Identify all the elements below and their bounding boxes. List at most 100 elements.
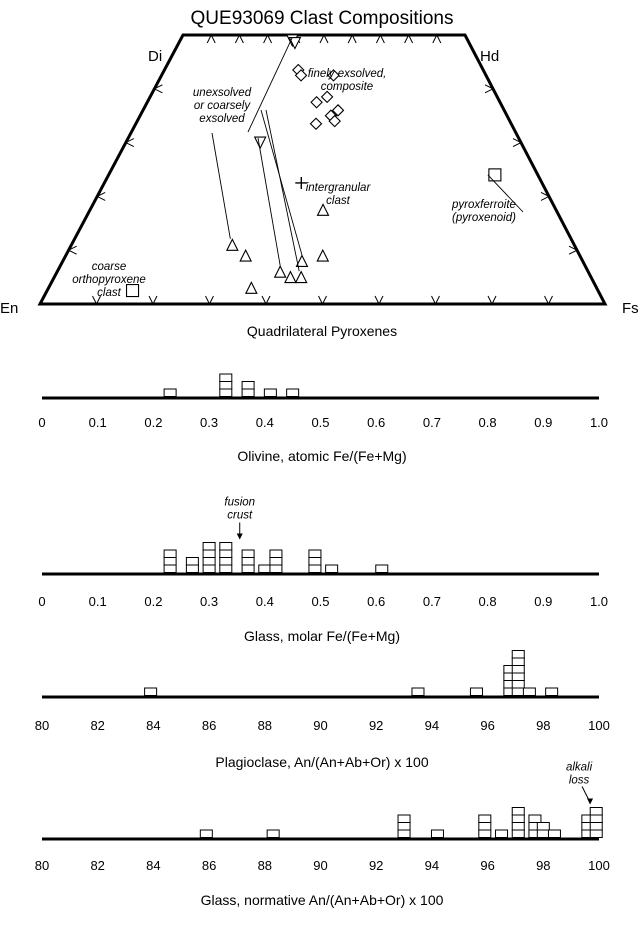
annotation-unexsolved: unexsolved (193, 87, 252, 99)
tick-label: 0.3 (200, 415, 218, 430)
tick-label: 98 (536, 718, 550, 733)
triangle-up-marker (244, 281, 258, 294)
annotation-coarse-orthopyroxene: orthopyroxene (72, 274, 146, 286)
tick-label: 0.4 (256, 415, 274, 430)
histogram-box (528, 814, 542, 823)
tick-label: 0.8 (479, 594, 497, 609)
corner-di: Di (148, 48, 162, 65)
histogram-box (511, 687, 525, 696)
histogram-box (325, 564, 339, 573)
histogram-box (536, 829, 550, 838)
tick-label: 92 (369, 858, 383, 873)
quad-top-tick (319, 33, 329, 44)
quad-right-tick (512, 138, 523, 148)
tick-label: 82 (90, 718, 104, 733)
histogram-box (469, 687, 483, 696)
tick-label: 90 (313, 718, 327, 733)
quad-left-tick (153, 84, 163, 94)
quad-top-tick (375, 33, 385, 44)
annotation-coarse-orthopyroxene: coarse (92, 261, 127, 273)
histogram-box (375, 564, 389, 573)
histogram-annotation: alkali (566, 762, 593, 774)
histogram-box (163, 549, 177, 558)
axis-label: Glass, molar Fe/(Fe+Mg) (244, 628, 400, 644)
quad-left-tick (67, 245, 77, 255)
pyroxene-quadrilateral: Di Hd En Fs Quadrilateral Pyroxenes unex… (0, 33, 639, 339)
axis-label: Plagioclase, An/(An+Ab+Or) x 100 (215, 754, 428, 770)
tick-label: 0.7 (423, 415, 441, 430)
histogram-box (511, 822, 525, 831)
triangle-up-marker (295, 254, 309, 268)
histogram-box (308, 557, 322, 566)
quad-bottom-tick (544, 295, 553, 306)
histogram-box (219, 373, 233, 382)
diamond-marker (310, 95, 323, 109)
histogram-box (511, 807, 525, 816)
annotation-finely-exsolved: composite (321, 81, 373, 93)
quad-bottom-tick (92, 295, 101, 306)
corner-fs: Fs (622, 300, 639, 317)
diamond-marker (309, 117, 323, 131)
tick-label: 88 (258, 718, 272, 733)
corner-hd: Hd (480, 48, 499, 65)
quad-top-tick (206, 33, 216, 44)
tick-label: 82 (90, 858, 104, 873)
tick-label: 0.8 (479, 415, 497, 430)
histogram-box (241, 549, 255, 558)
histogram-box (430, 829, 444, 838)
histogram-box (266, 829, 280, 838)
tick-label: 84 (146, 718, 160, 733)
histogram-box (511, 650, 525, 659)
histogram-box (589, 814, 603, 823)
quad-left-tick (96, 191, 106, 201)
tick-label: 88 (258, 858, 272, 873)
tick-label: 0.5 (311, 415, 329, 430)
histogram-box (219, 564, 233, 573)
histogram-box (511, 665, 525, 674)
histogram-box (219, 557, 233, 566)
triangle-up-marker (294, 270, 308, 284)
tick-label: 0.9 (534, 594, 552, 609)
quad-top-tick (347, 33, 357, 44)
tick-label: 100 (588, 858, 610, 873)
leader-line (487, 174, 524, 213)
tick-label: 0.1 (89, 415, 107, 430)
tick-label: 0.1 (89, 594, 107, 609)
histogram-box (185, 557, 199, 566)
leader-line (211, 132, 231, 239)
triangle-down-marker (253, 136, 267, 150)
histogram-box (219, 542, 233, 551)
tick-label: 96 (480, 718, 494, 733)
histogram-box (495, 829, 509, 838)
tick-label: 1.0 (590, 594, 608, 609)
quad-top-tick (432, 33, 442, 44)
quad-bottom-tick (205, 295, 214, 306)
histogram-box (511, 657, 525, 666)
histogram-box (219, 549, 233, 558)
tick-label: 80 (35, 718, 49, 733)
annotation-intergranular: intergranular (306, 182, 372, 194)
annotation-pyroxferroite: (pyroxenoid) (452, 212, 516, 224)
quad-bottom-tick (374, 295, 384, 306)
histogram-box (163, 388, 177, 397)
quad-bottom-tick (148, 295, 158, 306)
histogram-box (511, 829, 525, 838)
quad-bottom-tick (487, 295, 497, 306)
quad-right-tick (484, 84, 495, 94)
quadrilateral-outline (37, 33, 608, 306)
tick-label: 0.7 (423, 594, 441, 609)
leader-line (265, 109, 300, 272)
annotation-intergranular: clast (326, 195, 350, 207)
plagioclase-histogram: 80 82 84 86 88 90 92 94 96 98 100 Plagioclase, An/(… (35, 650, 610, 770)
triangle-up-marker (316, 248, 330, 262)
histogram-box (547, 829, 561, 838)
tick-label: 90 (313, 858, 327, 873)
histogram-box (202, 557, 216, 566)
quad-bottom-tick (318, 295, 327, 306)
histogram-box (263, 388, 277, 397)
histogram-box (202, 549, 216, 558)
olivine-histogram: 0 0.1 0.2 0.3 0.4 0.5 0.6 0.7 0.8 0.9 1.0 Olivine, … (38, 373, 608, 464)
tick-label: 0.4 (256, 594, 274, 609)
histogram-box (202, 542, 216, 551)
diamond-marker (328, 114, 341, 128)
